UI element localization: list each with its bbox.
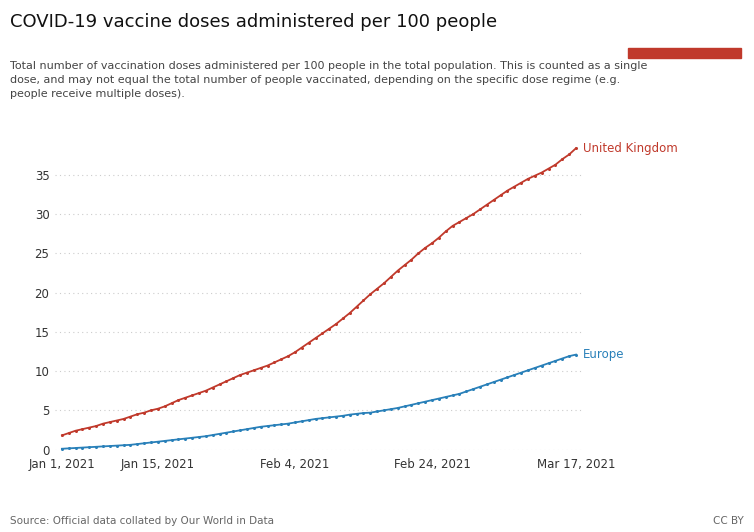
Bar [628, 48, 741, 58]
Text: CC BY: CC BY [713, 516, 744, 526]
Text: Our World
in Data: Our World in Data [655, 15, 714, 37]
Text: COVID-19 vaccine doses administered per 100 people: COVID-19 vaccine doses administered per … [10, 13, 497, 31]
Text: Total number of vaccination doses administered per 100 people in the total popul: Total number of vaccination doses admini… [10, 61, 647, 99]
Text: United Kingdom: United Kingdom [583, 142, 678, 155]
Text: Source: Official data collated by Our World in Data: Source: Official data collated by Our Wo… [10, 516, 274, 526]
Text: Europe: Europe [583, 348, 624, 361]
